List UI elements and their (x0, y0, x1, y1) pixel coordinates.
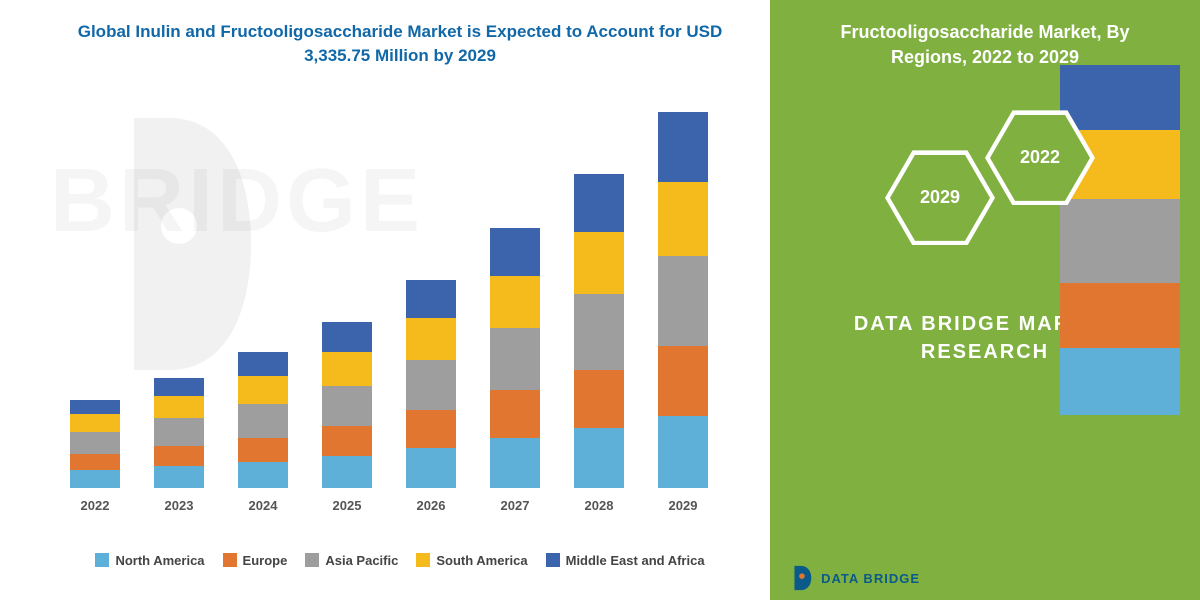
bar-segment (574, 428, 624, 488)
bar-segment (154, 396, 204, 418)
bar-segment (70, 432, 120, 454)
bar-segment (574, 174, 624, 232)
x-axis-label: 2028 (574, 498, 624, 513)
chart-title: Global Inulin and Fructooligosaccharide … (60, 20, 740, 68)
bar-segment (406, 448, 456, 488)
legend-item: Europe (223, 553, 288, 568)
chart-legend: North America Europe Asia Pacific South Ame… (60, 553, 740, 568)
bar-segment (658, 112, 708, 182)
bar-segment (238, 352, 288, 376)
chart-plot-area: 2022 2023 2024 2025 2026 2027 2028 2029 (70, 88, 730, 488)
right-panel-title: Fructooligosaccharide Market, By Regions… (800, 20, 1170, 70)
hexagon-2022-label: 2022 (990, 115, 1090, 201)
bar-segment (658, 182, 708, 256)
bottom-logo-text: DATA BRIDGE (821, 571, 920, 586)
bar-segment (70, 470, 120, 488)
bar-segment (406, 410, 456, 448)
bar-segment (490, 276, 540, 328)
x-axis-label: 2024 (238, 498, 288, 513)
bar-group: 2024 (238, 352, 288, 488)
bar-segment (70, 400, 120, 414)
legend-item: Middle East and Africa (546, 553, 705, 568)
bar-group: 2027 (490, 228, 540, 488)
hexagon-container: 2029 2022 (855, 100, 1115, 280)
right-bar-segment (1060, 283, 1180, 348)
bar-segment (406, 318, 456, 360)
x-axis-label: 2023 (154, 498, 204, 513)
legend-label: Middle East and Africa (566, 553, 705, 568)
bar-segment (574, 370, 624, 428)
bar-group: 2022 (70, 400, 120, 488)
bottom-logo-icon (787, 564, 815, 592)
bar-segment (154, 446, 204, 466)
legend-item: Asia Pacific (305, 553, 398, 568)
x-axis-label: 2027 (490, 498, 540, 513)
bar-segment (574, 294, 624, 370)
legend-swatch (305, 553, 319, 567)
bar-segment (658, 416, 708, 488)
bar-group: 2028 (574, 174, 624, 488)
bar-segment (154, 378, 204, 396)
bar-segment (322, 426, 372, 456)
bar-segment (238, 438, 288, 462)
bar-segment (322, 352, 372, 386)
bar-segment (154, 418, 204, 446)
legend-item: North America (95, 553, 204, 568)
bar-segment (238, 376, 288, 404)
right-bar-segment (1060, 348, 1180, 415)
bar-segment (658, 346, 708, 416)
hexagon-2022: 2022 (985, 110, 1095, 205)
legend-swatch (416, 553, 430, 567)
hexagon-2029-label: 2029 (890, 155, 990, 241)
bar-segment (322, 386, 372, 426)
right-panel: Fructooligosaccharide Market, By Regions… (770, 0, 1200, 600)
bar-segment (574, 232, 624, 294)
x-axis-label: 2025 (322, 498, 372, 513)
bar-segment (322, 322, 372, 352)
bottom-logo: DATA BRIDGE (787, 564, 920, 592)
x-axis-label: 2022 (70, 498, 120, 513)
bar-segment (238, 404, 288, 438)
legend-label: North America (115, 553, 204, 568)
bar-segment (490, 328, 540, 390)
legend-swatch (546, 553, 560, 567)
bar-segment (238, 462, 288, 488)
legend-item: South America (416, 553, 527, 568)
bar-segment (490, 228, 540, 276)
bar-segment (490, 390, 540, 438)
legend-label: Asia Pacific (325, 553, 398, 568)
chart-container: 2022 2023 2024 2025 2026 2027 2028 2029 (60, 88, 740, 518)
x-axis-label: 2026 (406, 498, 456, 513)
x-axis-label: 2029 (658, 498, 708, 513)
hexagon-2029: 2029 (885, 150, 995, 245)
bar-group: 2023 (154, 378, 204, 488)
bar-segment (658, 256, 708, 346)
bar-segment (322, 456, 372, 488)
bar-segment (154, 466, 204, 488)
bar-segment (70, 454, 120, 470)
bar-group: 2025 (322, 322, 372, 488)
legend-swatch (95, 553, 109, 567)
bar-segment (70, 414, 120, 432)
legend-swatch (223, 553, 237, 567)
left-panel: Global Inulin and Fructooligosaccharide … (0, 0, 770, 600)
bar-group: 2029 (658, 112, 708, 488)
bar-segment (406, 280, 456, 318)
legend-label: Europe (243, 553, 288, 568)
bar-group: 2026 (406, 280, 456, 488)
bar-segment (406, 360, 456, 410)
legend-label: South America (436, 553, 527, 568)
bar-segment (490, 438, 540, 488)
